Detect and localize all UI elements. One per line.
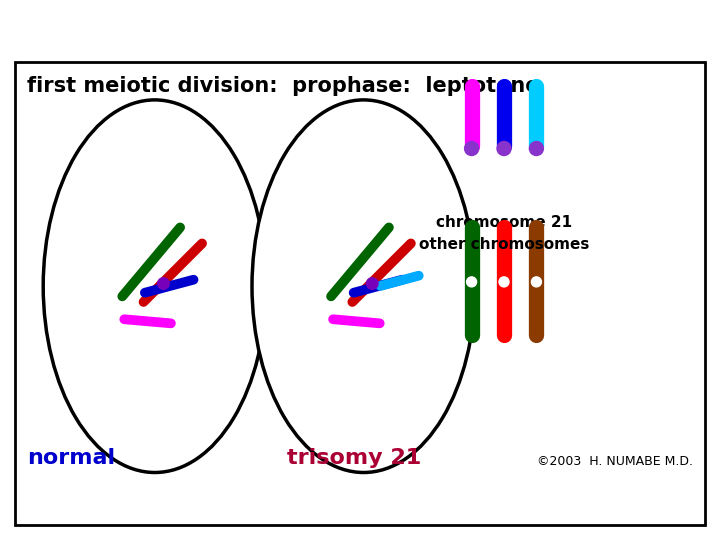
Ellipse shape — [43, 100, 266, 472]
Circle shape — [529, 141, 544, 156]
Text: chromosome 21: chromosome 21 — [436, 215, 572, 230]
Text: ©2003  H. NUMABE M.D.: ©2003 H. NUMABE M.D. — [537, 455, 693, 468]
Circle shape — [497, 141, 511, 156]
Circle shape — [467, 277, 477, 287]
Circle shape — [531, 277, 541, 287]
Text: normal: normal — [27, 448, 115, 468]
Text: other chromosomes: other chromosomes — [419, 237, 589, 252]
Bar — [15, 62, 705, 525]
Circle shape — [366, 278, 378, 289]
Ellipse shape — [252, 100, 475, 472]
Text: trisomy 21: trisomy 21 — [287, 448, 421, 468]
Circle shape — [464, 141, 479, 156]
Circle shape — [158, 278, 169, 289]
Circle shape — [499, 277, 509, 287]
Text: first meiotic division:  prophase:  leptotene: first meiotic division: prophase: leptot… — [27, 76, 539, 96]
